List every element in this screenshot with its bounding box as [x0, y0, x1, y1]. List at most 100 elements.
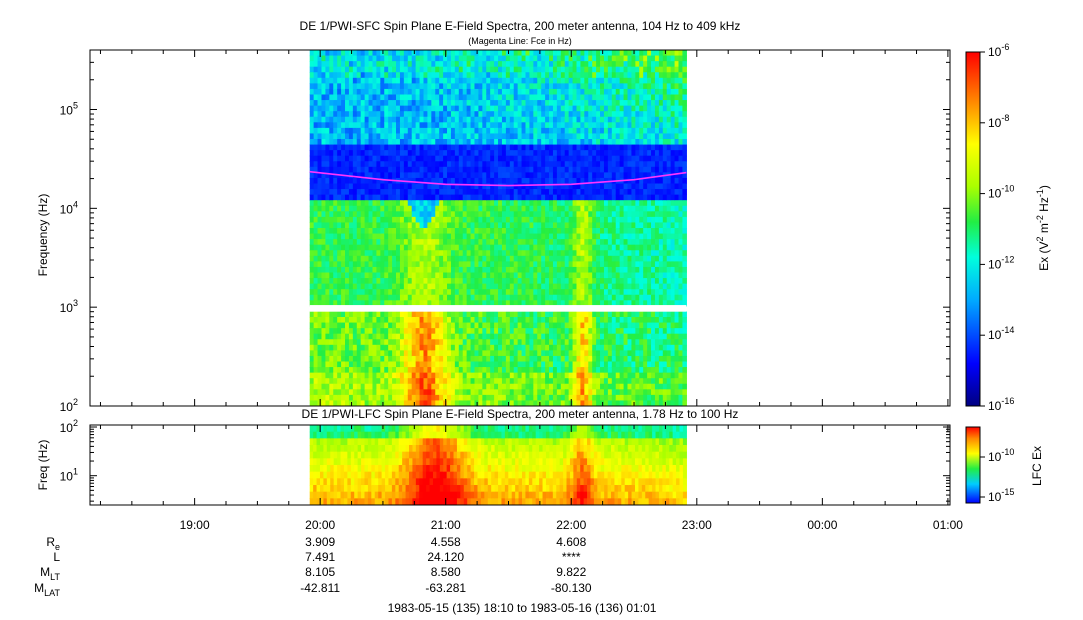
sfc-cell — [466, 228, 472, 235]
sfc-cell — [482, 205, 487, 212]
sfc-cell — [600, 177, 605, 185]
sfc-cell — [411, 189, 417, 196]
sfc-cell — [486, 328, 491, 335]
sfc-cell — [572, 133, 578, 140]
sfc-cell — [399, 266, 405, 274]
sfc-cell — [396, 150, 401, 157]
sfc-cell — [576, 77, 582, 84]
sfc-cell — [364, 294, 370, 301]
sfc-cell — [592, 77, 597, 84]
sfc-cell — [466, 77, 472, 84]
sfc-cell — [556, 72, 562, 79]
sfc-cell — [372, 211, 377, 218]
sfc-cell — [537, 88, 542, 96]
sfc-cell — [329, 372, 334, 379]
sfc-cell — [580, 144, 585, 151]
sfc-cell — [380, 344, 385, 351]
sfc-cell — [431, 144, 436, 151]
sfc-cell — [568, 88, 574, 96]
sfc-cell — [403, 116, 409, 123]
sfc-cell — [450, 272, 456, 279]
sfc-cell — [615, 66, 621, 73]
sfc-cell — [364, 289, 370, 296]
sfc-cell — [560, 144, 566, 151]
sfc-cell — [592, 100, 597, 107]
sfc-cell — [501, 272, 507, 279]
sfc-cell — [411, 394, 417, 402]
sfc-cell — [556, 161, 562, 168]
sfc-cell — [423, 222, 429, 229]
sfc-cell — [399, 72, 405, 79]
sfc-cell — [462, 205, 468, 212]
sfc-cell — [341, 94, 346, 101]
sfc-cell — [439, 100, 444, 107]
sfc-cell — [309, 255, 315, 262]
sfc-cell — [580, 155, 585, 162]
sfc-cell — [556, 144, 562, 151]
sfc-cell — [494, 172, 499, 179]
sfc-cell — [600, 278, 605, 285]
sfc-cell — [576, 183, 582, 190]
sfc-cell — [419, 50, 425, 57]
sfc-cell — [439, 389, 444, 396]
sfc-cell — [309, 272, 315, 279]
sfc-cell — [619, 122, 625, 129]
sfc-cell — [615, 339, 621, 346]
sfc-cell — [537, 333, 542, 340]
sfc-cell — [415, 205, 421, 212]
sfc-cell — [325, 378, 330, 385]
sfc-cell — [486, 383, 491, 390]
sfc-cell — [607, 144, 613, 151]
sfc-cell — [388, 172, 393, 179]
sfc-cell — [517, 250, 523, 257]
sfc-cell — [588, 400, 593, 406]
sfc-cell — [396, 211, 401, 218]
sfc-cell — [454, 200, 460, 207]
sfc-cell — [423, 139, 429, 146]
sfc-cell — [600, 72, 605, 79]
sfc-cell — [372, 350, 377, 357]
sfc-cell — [572, 244, 578, 251]
sfc-cell — [447, 127, 452, 135]
sfc-cell — [309, 155, 315, 162]
sfc-cell — [478, 144, 483, 151]
sfc-cell — [592, 317, 597, 324]
sfc-cell — [486, 294, 491, 301]
sfc-cell — [537, 367, 542, 374]
sfc-cell — [352, 194, 358, 201]
sfc-cell — [541, 239, 546, 246]
sfc-cell — [470, 150, 476, 157]
sfc-cell — [462, 94, 468, 101]
sfc-cell — [537, 344, 542, 351]
sfc-cell — [545, 161, 550, 168]
sfc-cell — [509, 383, 515, 390]
sfc-cell — [309, 355, 315, 363]
sfc-cell — [498, 261, 503, 268]
sfc-cell — [564, 50, 570, 57]
sfc-cell — [517, 383, 523, 390]
sfc-cell — [376, 194, 381, 201]
sfc-cell — [427, 394, 432, 402]
sfc-cell — [462, 127, 468, 135]
sfc-cell — [376, 50, 381, 57]
sfc-cell — [529, 205, 534, 212]
sfc-cell — [325, 150, 330, 157]
sfc-cell — [580, 311, 585, 318]
sfc-cell — [450, 172, 456, 179]
sfc-cell — [607, 333, 613, 340]
sfc-cell — [592, 344, 597, 351]
sfc-cell — [611, 61, 617, 68]
sfc-cell — [537, 294, 542, 301]
sfc-cell — [545, 266, 550, 274]
sfc-cell — [368, 394, 374, 402]
sfc-cell — [376, 328, 381, 335]
sfc-cell — [313, 255, 319, 262]
sfc-cell — [411, 161, 417, 168]
sfc-cell — [470, 66, 476, 73]
sfc-cell — [580, 183, 585, 190]
sfc-cell — [439, 367, 444, 374]
sfc-cell — [490, 88, 495, 96]
sfc-cell — [309, 122, 315, 129]
sfc-cell — [537, 255, 542, 262]
sfc-cell — [372, 278, 377, 285]
